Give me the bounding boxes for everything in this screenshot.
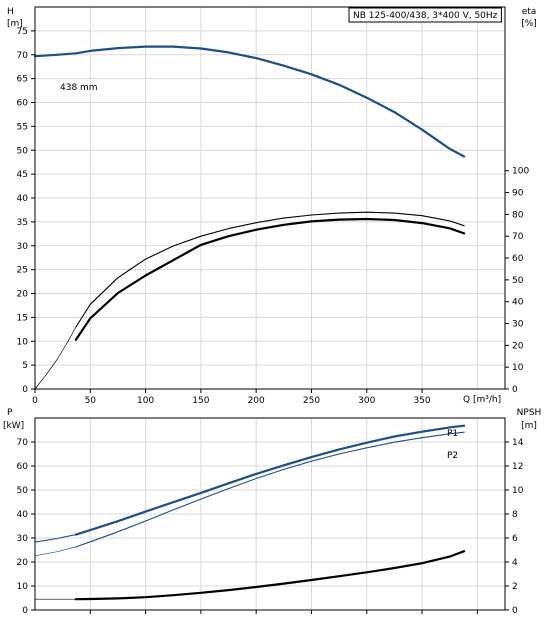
p2-curve [75,431,465,548]
top-y-right-tick-label: 100 [512,167,529,177]
top-y-left-tick-label: 10 [17,337,29,347]
bottom-y-right-tick-label: 12 [512,462,523,472]
top-y-left-tick-label: 55 [17,122,28,132]
y-left-label-h: H [7,7,14,17]
p1-curve-extension [34,534,77,543]
y-right-label-npsh: NPSH [517,408,542,418]
chart-title: NB 125-400/438, 3*400 V, 50Hz [353,11,498,21]
bottom-y-right-tick-label: 4 [512,558,518,568]
top-y-left-tick-label: 50 [17,146,29,156]
top-y-left-tick-label: 60 [17,99,29,109]
y-right-unit-eta: [%] [521,19,537,29]
bottom-y-right-tick-label: 0 [512,606,518,616]
top-y-left-tick-label: 45 [17,170,28,180]
x-tick-label: 350 [413,396,430,406]
y-right-label-eta: eta [522,7,537,17]
top-y-right-tick-label: 60 [512,254,524,264]
top-y-left-tick-label: 65 [17,75,28,85]
x-tick-label: 100 [137,396,154,406]
top-y-left-tick-label: 70 [17,51,29,61]
top-ticks: 0 5 10 15 20 25 30 35 40 45 50 55 60 65 70 75 0 10 20 30 40 5… [17,27,530,406]
x-tick-label: 0 [32,396,38,406]
top-series [33,45,466,390]
bottom-y-right-tick-label: 10 [512,486,524,496]
y-right-unit-npsh: [m] [521,421,537,431]
bottom-y-left-tick-label: 60 [17,462,29,472]
top-y-left-tick-label: 25 [17,266,28,276]
x-tick-label: 300 [358,396,375,406]
performance-panel: 0 5 10 15 20 25 30 35 40 45 50 55 60 65 70 75 0 10 20 30 40 5… [7,6,537,406]
chart-title-box: NB 125-400/438, 3*400 V, 50Hz [348,7,502,23]
top-y-right-tick-label: 50 [512,276,524,286]
bottom-y-left-tick-label: 40 [17,510,29,520]
top-y-left-tick-label: 0 [22,385,28,395]
x-tick-label: 200 [248,396,265,406]
y-left-unit-h: [m] [7,19,23,29]
top-y-left-tick-label: 15 [17,313,28,323]
impeller-diameter-label: 438 mm [60,83,98,93]
top-y-right-tick-label: 90 [512,189,524,199]
top-y-right-tick-label: 0 [512,385,518,395]
p1-curve [74,424,466,536]
top-y-right-tick-label: 30 [512,320,524,330]
y-left-label-p: P [7,408,13,418]
x-axis-label: Q [m³/h] [463,395,501,405]
bottom-y-left-tick-label: 50 [17,486,29,496]
top-y-left-tick-label: 30 [17,242,29,252]
top-y-right-tick-label: 10 [512,363,524,373]
top-y-left-tick-label: 5 [22,361,28,371]
legend-p1: P1 [447,429,458,439]
bottom-y-right-tick-label: 14 [512,438,524,448]
bottom-grid [35,418,505,610]
x-tick-label: 250 [303,396,320,406]
top-y-left-tick-label: 35 [17,218,28,228]
bottom-y-right-tick-label: 6 [512,534,518,544]
top-grid [35,7,505,389]
bottom-y-left-tick-label: 30 [17,534,29,544]
bottom-ticks: 0 10 20 30 40 50 60 70 0 2 4 6 8 10 12 14 [17,438,524,616]
top-y-right-tick-label: 80 [512,210,524,220]
x-tick-label: 150 [192,396,209,406]
top-y-right-tick-label: 40 [512,298,524,308]
bottom-y-right-tick-label: 2 [512,582,518,592]
bottom-y-left-tick-label: 10 [17,582,29,592]
bottom-series [34,424,466,601]
top-y-right-tick-label: 70 [512,232,524,242]
power-npsh-panel: 0 10 20 30 40 50 60 70 0 2 4 6 8 10 12 14 P [kW] NPSH [… [3,408,541,616]
top-y-left-tick-label: 20 [17,290,29,300]
bottom-y-left-tick-label: 0 [22,606,28,616]
eta-curve-extension [34,326,77,390]
bottom-y-left-tick-label: 20 [17,558,29,568]
npsh-curve [74,550,466,601]
438-mm-curve [33,45,466,158]
x-tick-label: 50 [85,396,97,406]
eta-curve [75,211,465,328]
legend-p2: P2 [447,451,458,461]
top-y-left-tick-label: 40 [17,194,29,204]
p2-curve-extension [34,546,77,557]
top-y-right-tick-label: 20 [512,341,524,351]
bottom-y-left-tick-label: 70 [17,438,29,448]
top-y-left-tick-label: 75 [17,27,28,37]
eta-curve [74,217,466,341]
bottom-y-right-tick-label: 8 [512,510,518,520]
y-left-unit-p: [kW] [3,421,24,431]
